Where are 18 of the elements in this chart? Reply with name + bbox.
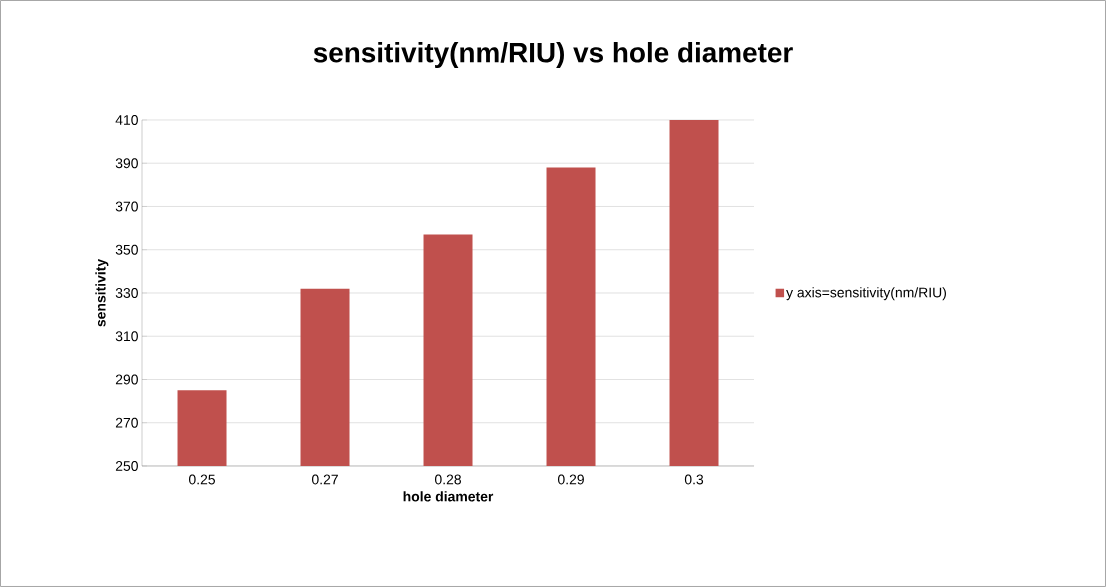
chart-title: sensitivity(nm/RIU) vs hole diameter (313, 42, 793, 68)
x-tick-label: 0.27 (311, 474, 338, 485)
x-axis-title: hole diameter (403, 491, 494, 502)
y-tick-label: 250 (115, 461, 138, 471)
y-tick-label: 310 (115, 331, 138, 342)
y-tick-label: 350 (115, 244, 138, 255)
x-tick-label: 0.29 (557, 474, 584, 485)
legend-label: y axis=sensitivity(nm/RIU) (786, 287, 946, 301)
y-tick-label: 370 (115, 201, 138, 212)
y-tick-label: 270 (115, 417, 138, 428)
y-tick-label: 410 (115, 115, 138, 125)
y-tick-label: 330 (115, 288, 138, 298)
x-tick-label: 0.28 (434, 474, 461, 485)
x-tick-label: 0.3 (684, 474, 704, 485)
y-tick-label: 290 (115, 374, 138, 385)
y-axis-title: sensitivity (95, 258, 109, 327)
x-tick-label: 0.25 (188, 474, 215, 485)
y-tick-label: 390 (115, 158, 138, 169)
